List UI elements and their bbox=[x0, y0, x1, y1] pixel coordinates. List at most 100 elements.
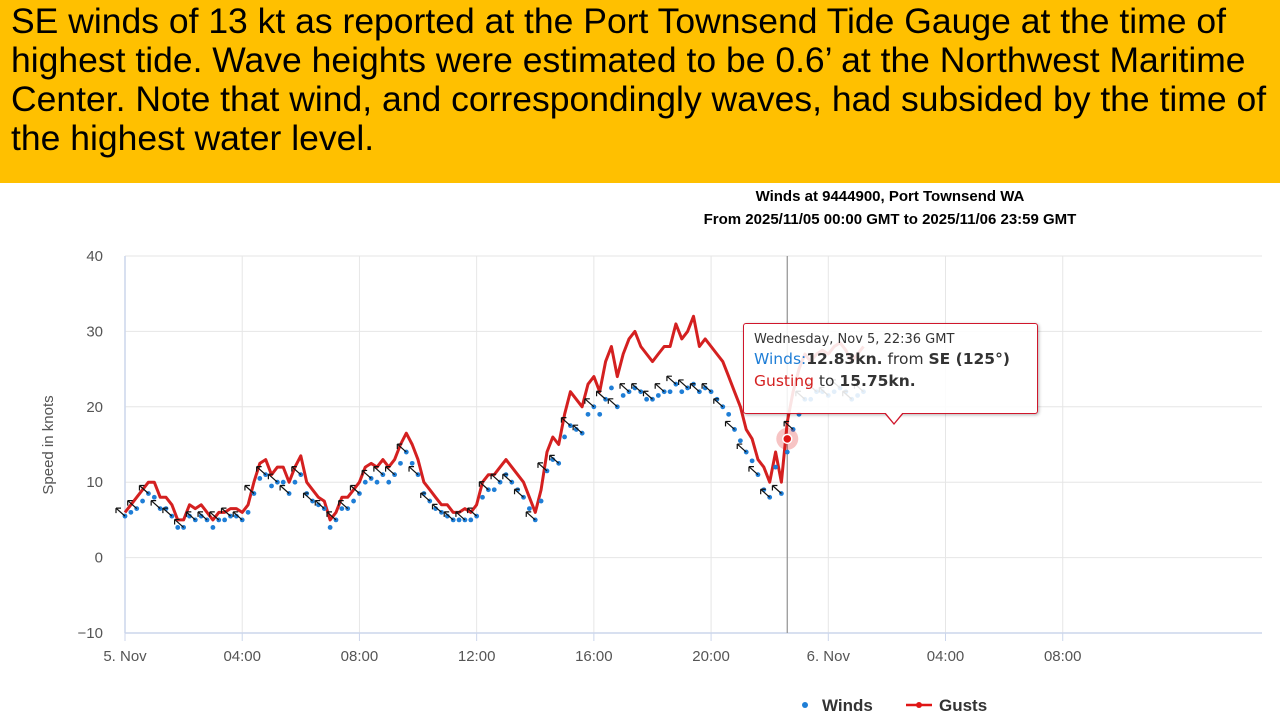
wind-arrow-head bbox=[607, 398, 614, 404]
wind-point bbox=[573, 427, 579, 432]
wind-arrow bbox=[760, 488, 771, 498]
wind-arrow-head bbox=[127, 499, 133, 506]
wind-point bbox=[667, 389, 673, 395]
tooltip-winds-from: from bbox=[887, 350, 924, 368]
tooltip-gust-value: 15.75kn. bbox=[839, 372, 916, 390]
wind-arrow-head bbox=[220, 507, 227, 514]
wind-arrow bbox=[279, 485, 290, 494]
wind-chart: Winds at 9444900, Port Townsend WA From … bbox=[40, 188, 1262, 715]
legend-gusts-marker bbox=[916, 702, 922, 708]
wind-arrow-head bbox=[467, 507, 473, 514]
caption-text: SE winds of 13 kt as reported at the Por… bbox=[11, 1, 1267, 158]
wind-point bbox=[468, 517, 474, 523]
wind-point bbox=[679, 389, 685, 395]
wind-arrow bbox=[467, 507, 478, 517]
wind-point bbox=[210, 525, 216, 530]
wind-arrow-head bbox=[244, 484, 250, 491]
legend-winds-label: Winds bbox=[822, 696, 873, 715]
wind-arrow-head bbox=[420, 492, 426, 499]
wind-arrow bbox=[373, 466, 384, 476]
wind-point bbox=[292, 479, 298, 485]
wind-point bbox=[386, 479, 392, 485]
chart-subtitle: From 2025/11/05 00:00 GMT to 2025/11/06 … bbox=[704, 211, 1077, 228]
y-axis-label: Speed in knots bbox=[40, 395, 57, 494]
wind-point bbox=[187, 513, 192, 519]
wind-arrow-head bbox=[666, 375, 672, 382]
wind-arrow-head bbox=[197, 511, 204, 517]
wind-point bbox=[245, 509, 251, 515]
wind-point bbox=[444, 513, 450, 519]
wind-arrow-head bbox=[455, 511, 461, 517]
wind-arrow-head bbox=[783, 420, 790, 427]
wind-arrow-head bbox=[185, 511, 192, 517]
wind-point bbox=[433, 506, 439, 511]
wind-arrow bbox=[244, 485, 255, 494]
wind-arrow bbox=[232, 511, 243, 521]
wind-arrow-head bbox=[678, 379, 684, 385]
wind-arrow bbox=[396, 443, 407, 453]
wind-arrow-head bbox=[490, 473, 497, 480]
y-tick-label: 10 bbox=[86, 474, 103, 491]
wind-arrow-head bbox=[736, 443, 743, 450]
wind-arrow bbox=[502, 473, 513, 483]
wind-point bbox=[398, 460, 403, 466]
wind-arrow-head bbox=[771, 484, 778, 491]
wind-point bbox=[737, 438, 743, 444]
legend-item-winds[interactable]: Winds bbox=[802, 696, 873, 715]
wind-arrow bbox=[584, 398, 595, 408]
wind-point bbox=[538, 498, 544, 504]
wind-arrow-head bbox=[174, 518, 180, 525]
wind-arrow-head bbox=[724, 420, 731, 427]
wind-point bbox=[409, 460, 415, 466]
wind-arrow-head bbox=[584, 398, 590, 404]
wind-arrow-head bbox=[314, 499, 321, 506]
wind-arrow bbox=[537, 462, 548, 472]
wind-arrow bbox=[525, 511, 536, 521]
wind-point bbox=[597, 411, 603, 417]
wind-arrow bbox=[420, 492, 431, 502]
wind-point bbox=[585, 411, 591, 417]
legend-gusts-label: Gusts bbox=[939, 696, 987, 715]
wind-arrow bbox=[127, 500, 138, 510]
wind-arrow bbox=[139, 485, 149, 494]
legend-item-gusts[interactable]: Gusts bbox=[906, 696, 987, 715]
wind-point bbox=[655, 393, 661, 398]
wind-arrow bbox=[314, 500, 325, 510]
wind-arrow-head bbox=[150, 499, 157, 506]
wind-point bbox=[726, 411, 732, 417]
wind-arrow-head bbox=[384, 466, 391, 472]
wind-arrow bbox=[303, 492, 313, 502]
wind-arrow-head bbox=[338, 499, 344, 506]
wind-arrow bbox=[326, 511, 337, 521]
wind-arrow-head bbox=[209, 511, 215, 517]
wind-point bbox=[609, 385, 614, 391]
wind-arrow bbox=[643, 390, 653, 400]
wind-arrow bbox=[772, 485, 782, 494]
data-tooltip: Wednesday, Nov 5, 22:36 GMT Winds:12.83k… bbox=[743, 323, 1038, 414]
wind-point bbox=[456, 517, 462, 523]
wind-arrow bbox=[572, 424, 583, 434]
wind-point bbox=[749, 458, 755, 464]
wind-arrow bbox=[162, 507, 173, 517]
wind-arrow bbox=[209, 511, 220, 521]
wind-arrow-head bbox=[689, 383, 696, 389]
wind-point bbox=[491, 487, 497, 493]
wind-arrow bbox=[185, 511, 196, 521]
wind-arrow bbox=[408, 466, 419, 476]
highlight-point[interactable] bbox=[782, 433, 793, 445]
wind-arrow bbox=[338, 500, 349, 510]
caption-banner: SE winds of 13 kt as reported at the Por… bbox=[0, 0, 1280, 183]
wind-arrow-head bbox=[115, 507, 121, 514]
tooltip-caret-inner bbox=[885, 412, 903, 423]
wind-arrow bbox=[619, 383, 630, 393]
wind-arrow-head bbox=[595, 390, 602, 397]
wind-arrow bbox=[256, 466, 267, 476]
wind-arrow bbox=[490, 473, 501, 483]
wind-point bbox=[562, 434, 567, 440]
x-tick-label: 08:00 bbox=[341, 648, 379, 665]
wind-arrow bbox=[631, 383, 642, 393]
wind-arrow bbox=[666, 375, 677, 385]
wind-arrow bbox=[174, 518, 185, 528]
wind-arrow-head bbox=[525, 511, 532, 517]
legend-winds-marker bbox=[802, 702, 808, 708]
